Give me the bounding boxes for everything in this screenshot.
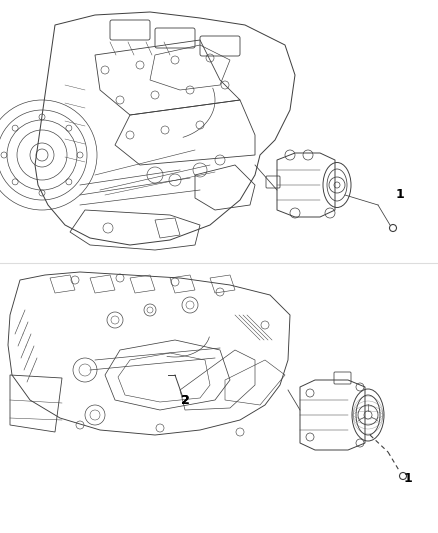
Text: 1: 1 xyxy=(404,472,412,484)
Text: 2: 2 xyxy=(180,393,189,407)
Text: 1: 1 xyxy=(396,189,404,201)
Text: 2: 2 xyxy=(180,393,189,407)
